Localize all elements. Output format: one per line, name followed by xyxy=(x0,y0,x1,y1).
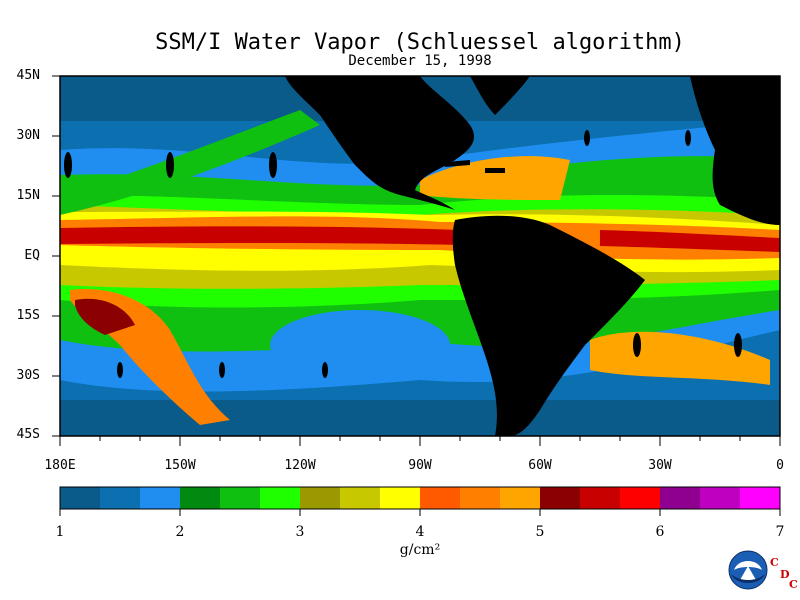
colorbar-swatch xyxy=(380,487,421,509)
colorbar-swatch xyxy=(220,487,261,509)
colorbar-swatch xyxy=(660,487,701,509)
colorbar-swatch xyxy=(420,487,461,509)
lon-ticks xyxy=(59,436,781,446)
island-south-pacific-2 xyxy=(219,362,225,378)
noaa-logo-icon xyxy=(728,550,768,590)
lat-label-eq: EQ xyxy=(24,248,40,263)
field-dry-patch xyxy=(270,310,450,380)
lon-label-150w: 150W xyxy=(164,458,196,473)
colorbar-tick-2: 2 xyxy=(175,524,185,540)
cdc-letter-3: C xyxy=(789,578,798,591)
colorbar-tick-7: 7 xyxy=(775,524,785,540)
lon-label-0: 0 xyxy=(776,458,784,473)
lon-label-90w: 90W xyxy=(408,458,432,473)
island-south-atlantic-1 xyxy=(633,333,641,357)
island-canary xyxy=(685,130,691,146)
colorbar-swatch xyxy=(460,487,501,509)
colorbar-tick-3: 3 xyxy=(295,524,305,540)
north-america-east xyxy=(470,76,530,115)
island-central-pacific xyxy=(269,152,277,178)
map-title: SSM/I Water Vapor (Schluessel algorithm) xyxy=(155,30,685,55)
lat-label-45n: 45N xyxy=(16,68,40,83)
colorbar-swatch xyxy=(260,487,301,509)
colorbar-swatch xyxy=(140,487,181,509)
lat-label-30n: 30N xyxy=(16,128,40,143)
colorbar-tick-6: 6 xyxy=(655,524,665,540)
colorbar-swatch xyxy=(620,487,661,509)
lat-label-30s: 30S xyxy=(16,368,40,383)
colorbar-swatch xyxy=(60,487,101,509)
lon-label-120w: 120W xyxy=(284,458,316,473)
field-south-dry xyxy=(60,400,780,436)
field-itcz-atlantic xyxy=(600,230,780,252)
north-america xyxy=(285,76,475,210)
island-south-atlantic-2 xyxy=(734,333,742,357)
colorbar-swatch xyxy=(100,487,141,509)
colorbar-swatch xyxy=(300,487,341,509)
colorbar-tick-1: 1 xyxy=(55,524,65,540)
field-caribbean xyxy=(420,156,570,200)
field-spcz-core xyxy=(75,298,135,335)
hawaii-west xyxy=(64,152,72,178)
south-america xyxy=(452,215,645,436)
africa xyxy=(690,76,780,225)
field-np-plume xyxy=(60,110,320,215)
colorbar xyxy=(60,487,781,509)
lat-label-45s: 45S xyxy=(16,427,40,442)
cuba xyxy=(445,160,470,167)
lat-label-15n: 15N xyxy=(16,188,40,203)
colorbar-units: g/cm² xyxy=(399,542,441,558)
lat-ticks xyxy=(52,75,60,437)
hispaniola xyxy=(485,168,505,173)
map-date: December 15, 1998 xyxy=(348,53,492,69)
lon-label-60w: 60W xyxy=(528,458,552,473)
map-field xyxy=(60,76,780,436)
island-south-pacific-1 xyxy=(117,362,123,378)
colorbar-swatch xyxy=(180,487,221,509)
island-atlantic xyxy=(584,130,590,146)
cdc-letter-2: D xyxy=(780,568,790,581)
island-west-pacific xyxy=(166,152,174,178)
colorbar-swatch xyxy=(740,487,781,509)
island-south-pacific-3 xyxy=(322,362,328,378)
lat-label-15s: 15S xyxy=(16,308,40,323)
lon-label-180e: 180E xyxy=(44,458,76,473)
colorbar-swatch xyxy=(500,487,541,509)
colorbar-tick-4: 4 xyxy=(415,524,425,540)
land-masses xyxy=(64,76,780,436)
colorbar-swatch xyxy=(580,487,621,509)
colorbar-swatch xyxy=(340,487,381,509)
cdc-letter-1: C xyxy=(770,556,779,569)
field-itcz-pacific xyxy=(60,226,460,245)
colorbar-tick-5: 5 xyxy=(535,524,545,540)
colorbar-swatch xyxy=(540,487,581,509)
lon-label-30w: 30W xyxy=(648,458,672,473)
colorbar-swatch xyxy=(700,487,741,509)
colorbar-ticks xyxy=(59,509,781,516)
